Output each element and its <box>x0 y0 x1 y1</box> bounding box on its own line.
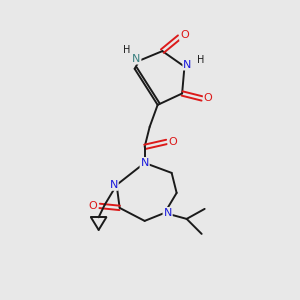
Text: N: N <box>132 54 140 64</box>
Text: H: H <box>123 45 130 55</box>
Text: O: O <box>168 137 177 147</box>
Text: O: O <box>204 94 212 103</box>
Text: O: O <box>88 201 97 211</box>
Text: N: N <box>183 60 192 70</box>
Text: N: N <box>164 208 172 218</box>
Text: H: H <box>197 55 204 64</box>
Text: O: O <box>180 30 189 40</box>
Text: N: N <box>110 180 118 190</box>
Text: N: N <box>140 158 149 168</box>
